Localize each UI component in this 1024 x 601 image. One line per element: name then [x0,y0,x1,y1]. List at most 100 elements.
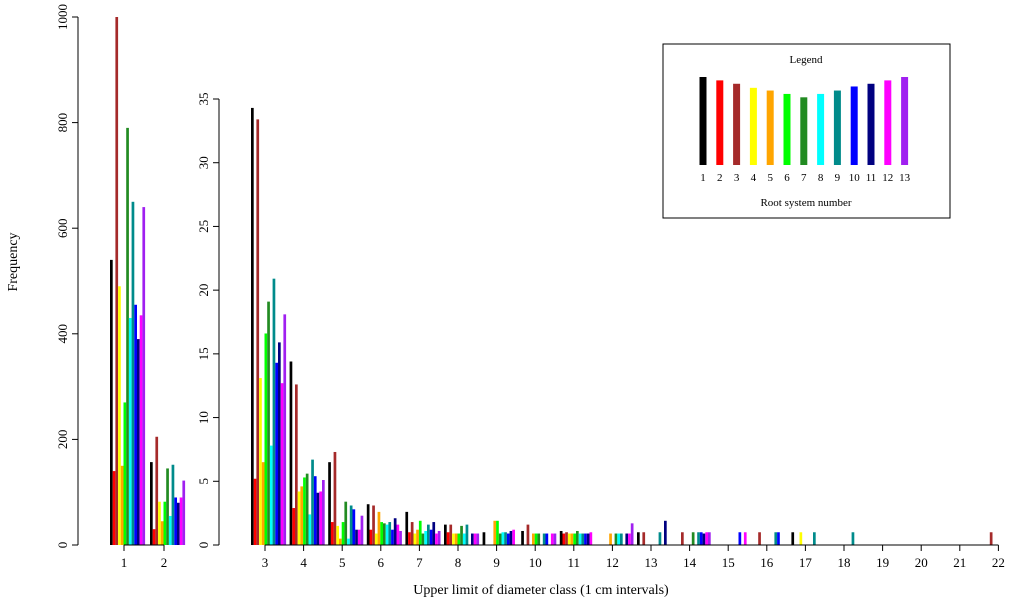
panel2-bar [347,538,350,545]
panel2-bar [452,533,455,545]
panel1-bar [126,127,129,545]
panel1-bar [142,207,146,545]
panel1-bar [177,502,180,545]
legend-label: 3 [734,172,740,184]
panel2-bar [465,524,469,545]
panel2-x-tick-label: 22 [992,555,1005,570]
legend-swatch [749,87,757,165]
panel2-bar [496,520,499,545]
panel2-bar [388,522,392,545]
panel2-bar [385,524,389,545]
panel2-bar [297,491,301,545]
panel2-bar [521,530,524,545]
legend-swatch [783,93,791,165]
panel2-x-tick-label: 21 [953,555,966,570]
panel1-bar [168,515,172,545]
panel1-bar [152,529,156,545]
panel2-bar [493,520,497,545]
panel2-x-tick-label: 4 [300,555,307,570]
panel2-x-tick-label: 18 [838,555,851,570]
legend-label: 13 [899,172,911,184]
panel2-y-tick-label: 15 [196,347,211,360]
panel2-bar [550,533,554,545]
panel2-x-tick-label: 3 [262,555,269,570]
panel1-bar [118,286,121,545]
panel2-bar [562,533,566,545]
panel2-bar [377,511,381,545]
panel2-bar [462,533,466,545]
panel2-bar [283,314,287,545]
panel2-y-tick-label: 5 [196,478,211,485]
panel2-bar [383,523,386,545]
panel2-x-tick-label: 6 [378,555,385,570]
legend-label: 7 [801,172,807,184]
panel2-bar [446,532,450,545]
panel2-bar [738,532,742,545]
panel2-bar [444,524,447,545]
panel2-bar [295,384,298,545]
panel1-y-tick-label: 600 [55,218,70,238]
panel2-bar [308,514,312,545]
legend-label: 4 [751,172,757,184]
panel2-x-tick-label: 9 [493,555,500,570]
panel2-bar [355,529,358,545]
panel1-bar [158,501,161,545]
panel1-bar [150,462,153,545]
panel2-bar [418,520,422,545]
legend-swatches: 1 2 3 4 5 6 7 8 9 10 11 12 13 [699,77,911,184]
panel2-bar [504,532,507,545]
panel2-bar [396,524,400,545]
panel2-y-tick-label: 10 [196,411,211,424]
panel2-bar [609,533,612,545]
panel2-bar [457,533,461,545]
panel2-bar [576,530,579,545]
panel1-bar [171,464,175,545]
panel2-x-tick-label: 19 [876,555,889,570]
legend-swatch [699,77,707,165]
panel1-y-tick-label: 200 [55,430,70,450]
panel1-x-tick-label: 1 [121,555,128,570]
panel2-bar [614,533,618,545]
panel2-bar [341,522,345,545]
panel2-bar [705,532,708,545]
panel1-x-tick-label: 2 [161,555,168,570]
panel1-bar [123,402,127,545]
panel2-bar [791,532,795,545]
panel1-bar [160,521,164,545]
panel2-bar [253,478,257,545]
panel1-bar [163,501,167,545]
legend-swatch [850,86,858,165]
panel2-bar [432,522,436,545]
panel2-bar [570,533,574,545]
panel2-bar [691,532,695,545]
panel2-bar [777,532,780,545]
legend: Legend 1 2 3 4 5 6 7 8 9 10 11 12 13 Root system num… [662,43,951,219]
panel2-bar [405,511,409,545]
panel2-bar [501,532,505,545]
panel2-bar [586,533,590,545]
legend-swatch [901,77,909,165]
panel2-x-tick-label: 17 [799,555,813,570]
panel1-bar [120,465,124,545]
panel2-bar [261,462,265,545]
panel1-bar [155,436,159,545]
legend-swatch [766,90,774,165]
panel2-bar [581,533,585,545]
panel2-bar [259,378,262,545]
legend-label: 11 [866,172,877,184]
panel2-bar [460,525,463,545]
y-axis-title: Frequency [6,232,21,291]
panel2-bar [372,505,375,545]
panel2-bar [534,533,538,545]
panel2-bar [637,532,640,545]
panel2-x-tick-label: 14 [683,555,697,570]
legend-swatch [733,83,741,165]
panel2-bar [589,532,593,545]
panel2-bar [620,533,623,545]
legend-label: 8 [818,172,824,184]
panel2-bar [630,523,634,545]
legend-caption: Root system number [760,197,851,209]
panel2-bar [352,509,356,545]
panel2-bar [374,533,378,545]
